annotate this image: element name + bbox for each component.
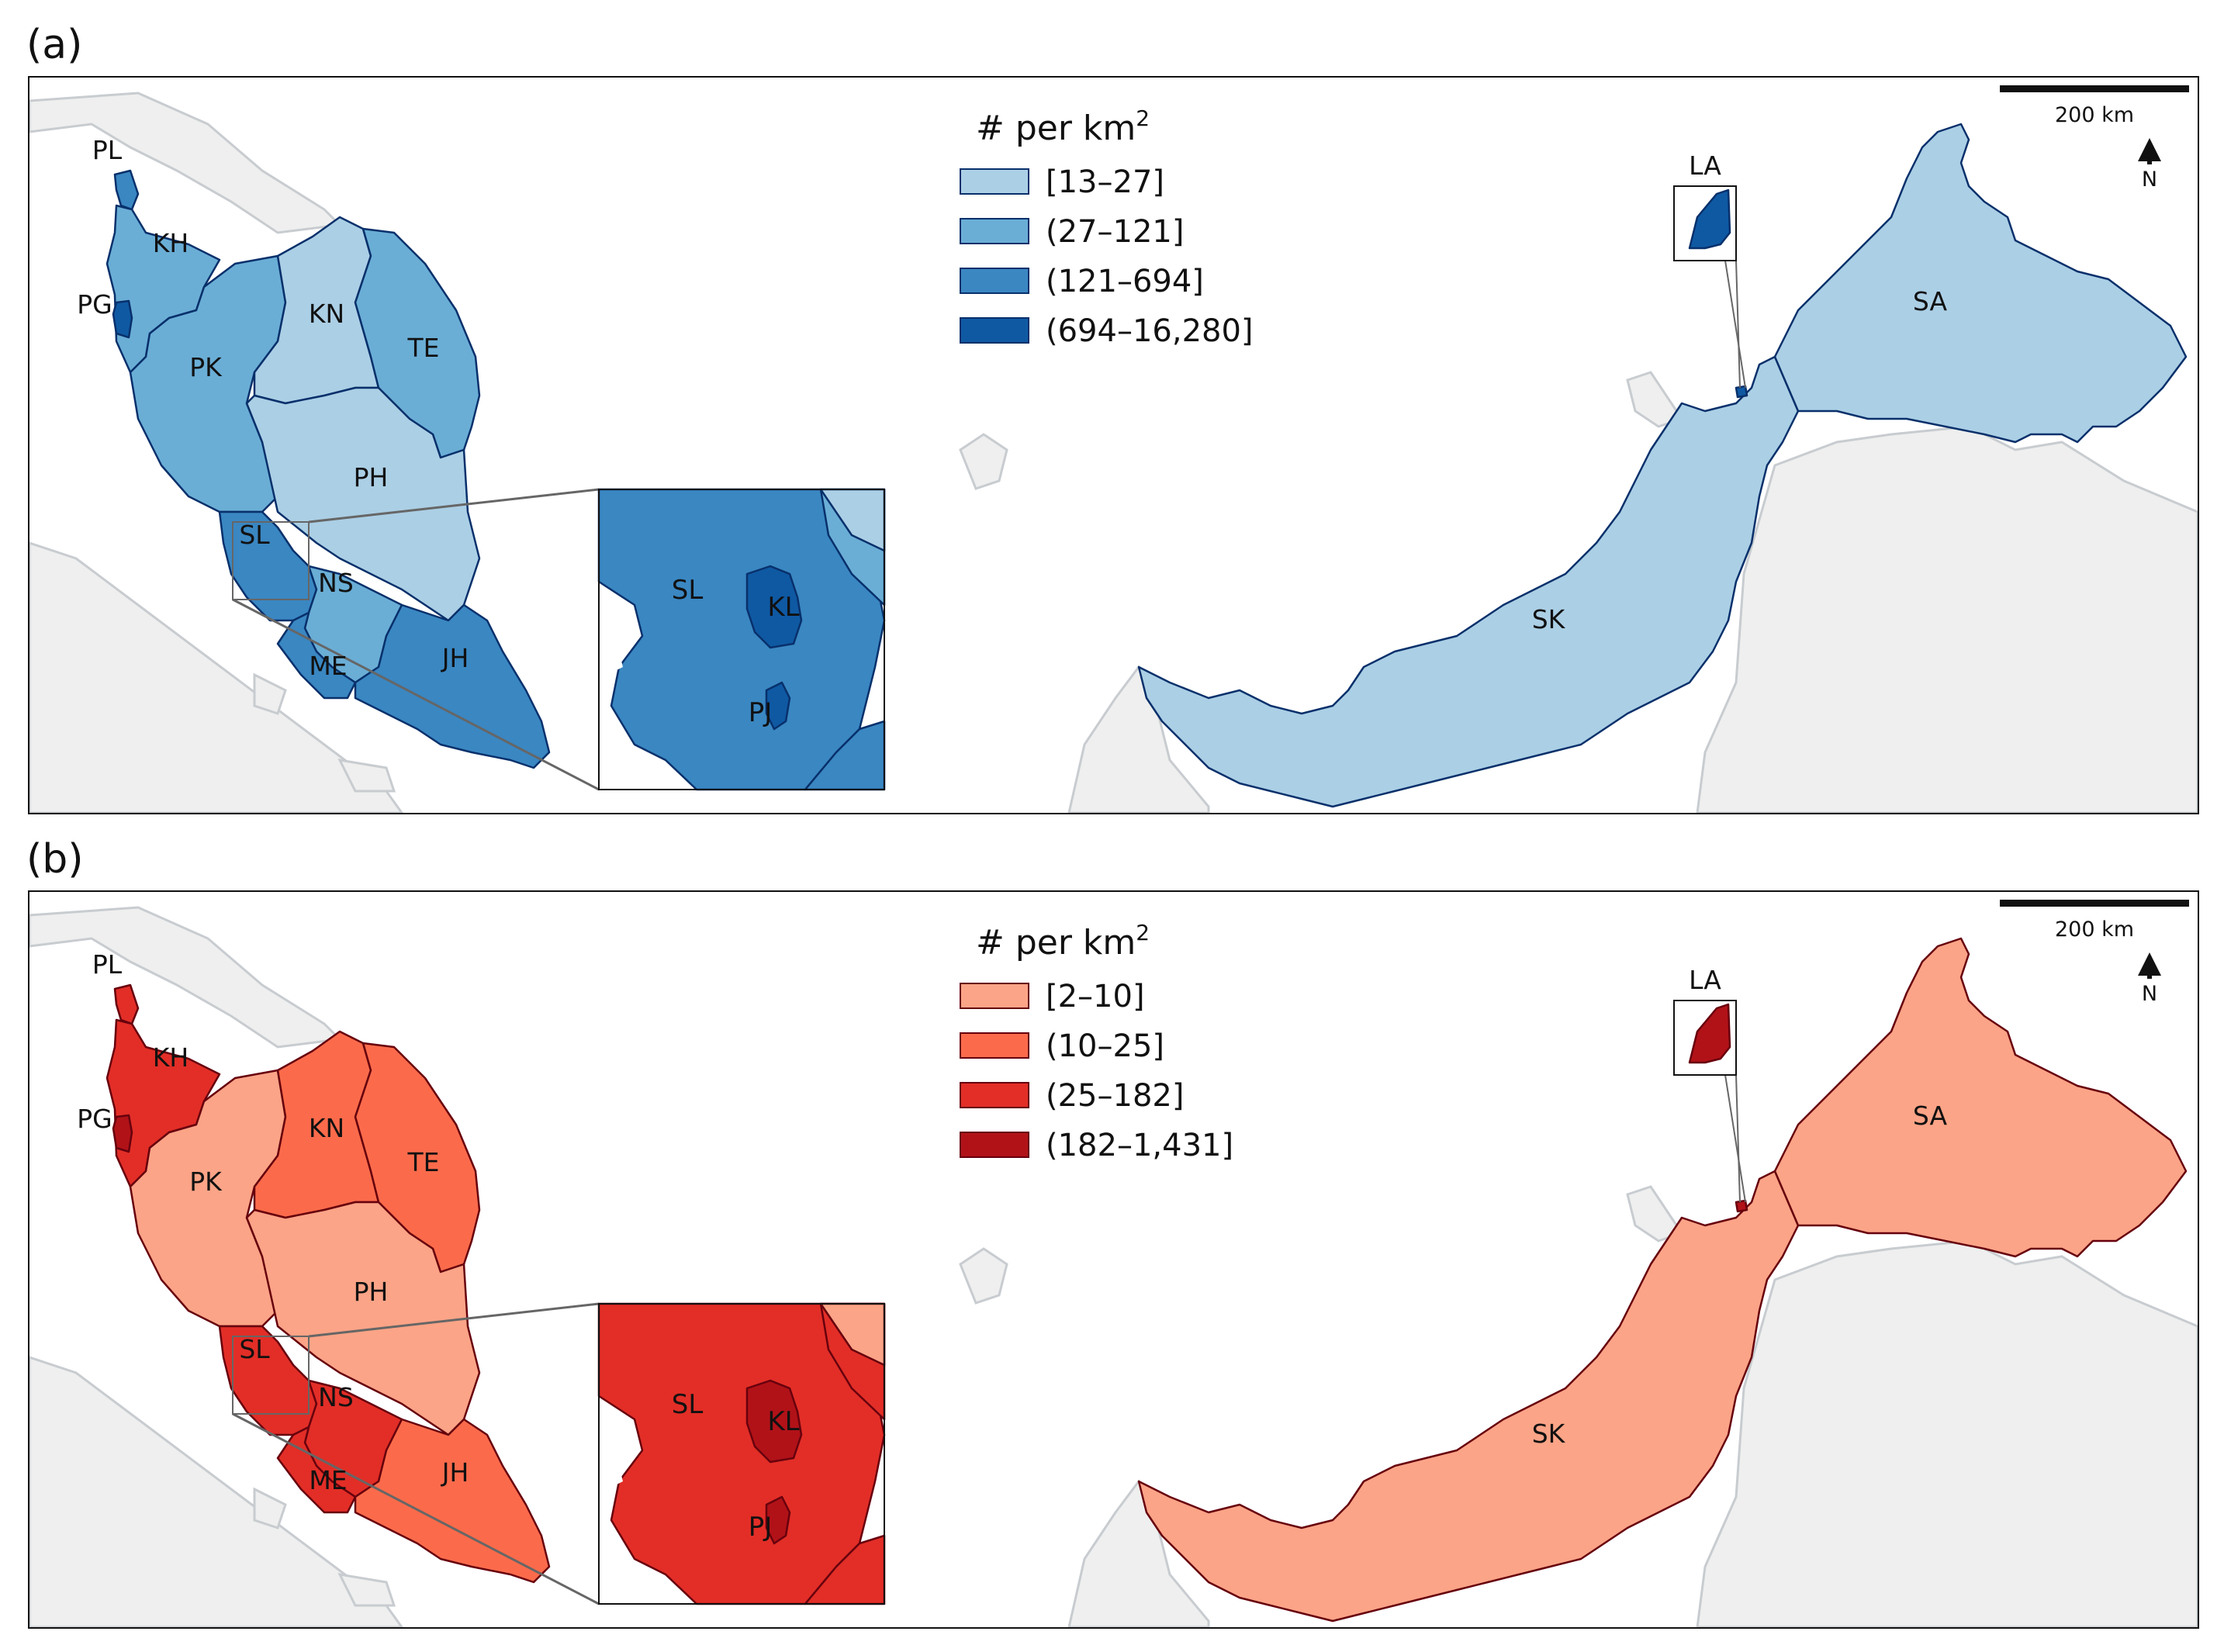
- state-SA: [1773, 937, 2188, 1258]
- north-arrow-icon: N: [2138, 952, 2161, 1006]
- legend-swatch-4: [960, 317, 1029, 344]
- label-SL: SL: [239, 1334, 270, 1364]
- panel-a-label: (a): [26, 22, 83, 68]
- legend-label-4: (694–16,280]: [1046, 313, 1254, 349]
- label-PL: PL: [92, 949, 123, 980]
- borneo-states: [1137, 937, 2188, 1623]
- inset-labuan: [1673, 1000, 1746, 1203]
- background-land: [29, 92, 2198, 813]
- inset-PJ: [765, 681, 791, 731]
- legend-label-2: (27–121]: [1046, 214, 1184, 250]
- state-SK: [1137, 1170, 1800, 1623]
- label-SK: SK: [1532, 604, 1566, 634]
- label-PL: PL: [92, 135, 123, 165]
- borneo-states: [1137, 123, 2188, 808]
- label-PH: PH: [354, 462, 389, 492]
- legend: # per km2 [13–27] (27–121] (121–694] (69…: [960, 105, 1254, 349]
- state-LA: [1735, 1199, 1748, 1213]
- background-land: [29, 906, 2198, 1627]
- inset-PJ: [765, 1495, 791, 1545]
- label-ME: ME: [309, 1465, 347, 1495]
- legend-swatch-4: [960, 1132, 1029, 1158]
- legend-label-3: (121–694]: [1046, 264, 1204, 299]
- legend-swatch-3: [960, 1082, 1029, 1108]
- inset-KL: [745, 565, 803, 649]
- label-SK: SK: [1532, 1419, 1566, 1449]
- zoom-indicator: [232, 488, 600, 791]
- legend-swatch-3: [960, 268, 1029, 294]
- state-PH: [245, 1201, 481, 1436]
- label-inset-SL: SL: [672, 575, 704, 606]
- label-PK: PK: [189, 1166, 223, 1197]
- label-LA: LA: [1689, 150, 1721, 181]
- legend-title: # per km2: [976, 105, 1150, 148]
- scale-bar: 200 km: [2000, 900, 2189, 942]
- north-label: N: [2142, 982, 2157, 1006]
- inset-KL: [745, 1379, 803, 1464]
- label-SA: SA: [1913, 286, 1948, 316]
- north-arrow-icon: N: [2138, 138, 2161, 192]
- label-LA: LA: [1689, 965, 1721, 995]
- label-inset-SL: SL: [672, 1389, 704, 1420]
- scale-bar-label: 200 km: [2055, 918, 2134, 942]
- inset-labuan: [1673, 185, 1746, 389]
- inset-klang-valley: [597, 488, 886, 791]
- label-inset-KL: KL: [767, 592, 799, 623]
- label-NS: NS: [318, 568, 354, 598]
- legend-swatch-1: [960, 168, 1029, 195]
- panel-b-map: PL KH PG PK KN TE PH SL NS ME JH SA SK L…: [28, 890, 2199, 1629]
- state-PG: [112, 299, 133, 339]
- label-PK: PK: [189, 352, 223, 382]
- state-SK: [1137, 355, 1800, 808]
- label-KN: KN: [309, 1113, 344, 1143]
- legend-swatch-2: [960, 1032, 1029, 1059]
- label-PG: PG: [77, 289, 112, 320]
- label-SA: SA: [1913, 1101, 1948, 1131]
- label-KH: KH: [153, 1042, 189, 1073]
- state-labels: PL KH PG PK KN TE PH SL NS ME JH SA SK L…: [77, 135, 1947, 728]
- label-inset-PJ: PJ: [749, 697, 773, 728]
- label-SL: SL: [239, 520, 270, 550]
- legend-label-1: [2–10]: [1046, 979, 1145, 1014]
- legend-label-2: (10–25]: [1046, 1028, 1164, 1064]
- state-JH: [354, 1418, 551, 1584]
- label-TE: TE: [406, 333, 439, 363]
- legend-swatch-2: [960, 218, 1029, 244]
- label-KN: KN: [309, 299, 344, 329]
- state-labels: PL KH PG PK KN TE PH SL NS ME JH SA SK L…: [77, 949, 1947, 1543]
- label-TE: TE: [406, 1147, 439, 1177]
- state-PG: [112, 1114, 133, 1153]
- legend-label-3: (25–182]: [1046, 1078, 1184, 1114]
- label-PH: PH: [354, 1277, 389, 1307]
- legend-label-4: (182–1,431]: [1046, 1128, 1233, 1163]
- north-label: N: [2142, 168, 2157, 192]
- label-KH: KH: [153, 228, 189, 258]
- label-NS: NS: [318, 1382, 354, 1412]
- state-LA: [1735, 385, 1748, 399]
- legend-title: # per km2: [976, 920, 1150, 963]
- inset-klang-valley: [597, 1302, 886, 1605]
- panel-b-label: (b): [26, 836, 84, 883]
- label-ME: ME: [309, 651, 347, 681]
- state-SA: [1773, 123, 2188, 444]
- state-PL: [113, 169, 140, 211]
- label-JH: JH: [441, 1457, 469, 1488]
- label-PG: PG: [77, 1104, 112, 1134]
- legend-label-1: [13–27]: [1046, 164, 1164, 200]
- label-JH: JH: [441, 643, 469, 673]
- scale-bar: 200 km: [2000, 85, 2189, 127]
- legend: # per km2 [2–10] (10–25] (25–182] (182–1…: [960, 920, 1233, 1163]
- peninsular-states: [105, 169, 551, 769]
- legend-swatch-1: [960, 983, 1029, 1009]
- state-PL: [113, 983, 140, 1025]
- state-JH: [354, 603, 551, 769]
- panel-a-map: PL KH PG PK KN TE PH SL NS ME JH SA SK L…: [28, 76, 2199, 814]
- label-inset-KL: KL: [767, 1406, 799, 1437]
- state-PH: [245, 386, 481, 622]
- zoom-indicator: [232, 1302, 600, 1605]
- peninsular-states: [105, 983, 551, 1584]
- label-inset-PJ: PJ: [749, 1512, 773, 1543]
- scale-bar-label: 200 km: [2055, 103, 2134, 127]
